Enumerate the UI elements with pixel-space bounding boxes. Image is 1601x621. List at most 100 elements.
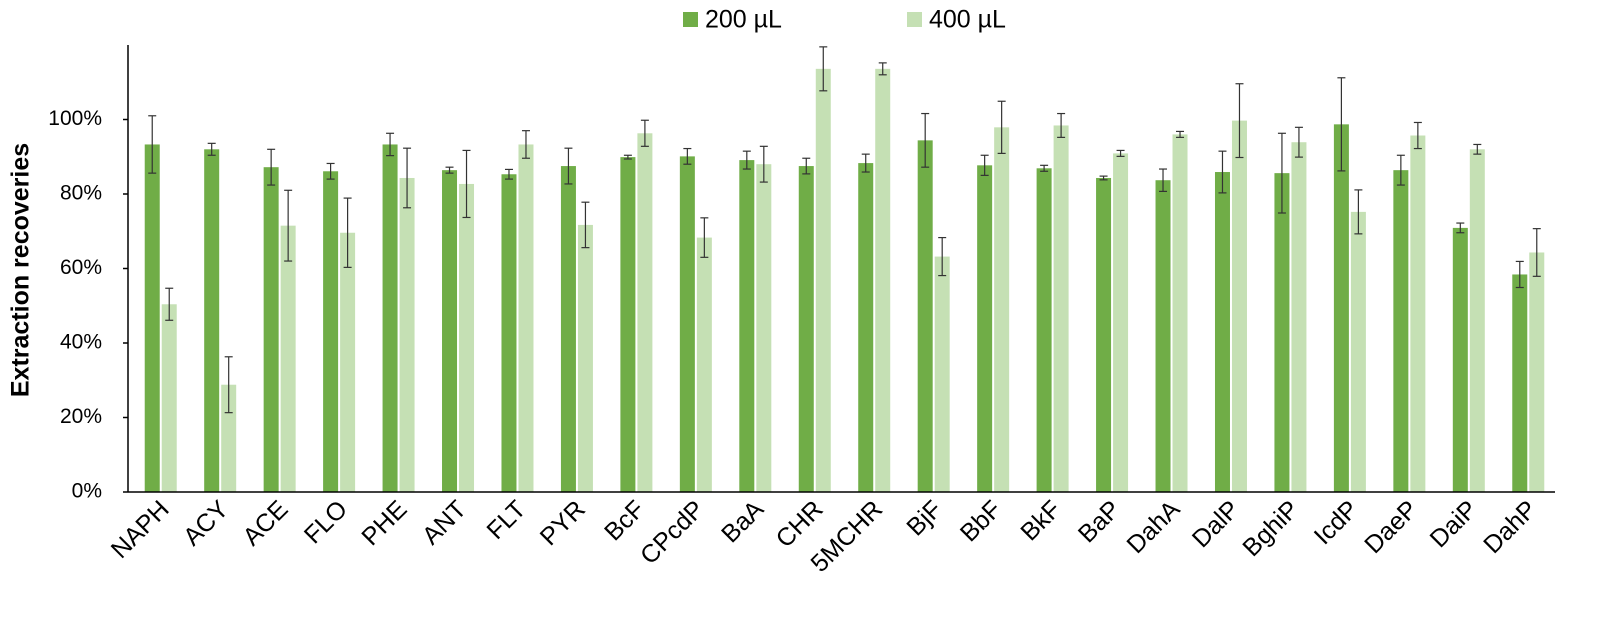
x-tick-label: BjF bbox=[901, 495, 947, 541]
bar bbox=[1410, 135, 1426, 492]
error-bar bbox=[700, 217, 709, 258]
error-bar bbox=[683, 147, 692, 165]
legend-swatch bbox=[907, 12, 922, 27]
error-bar bbox=[1277, 132, 1286, 214]
bar bbox=[459, 183, 475, 492]
error-bar bbox=[267, 148, 276, 186]
y-tick-label: 80% bbox=[60, 182, 102, 205]
x-tick-label: BghiP bbox=[1237, 495, 1304, 562]
error-bar bbox=[165, 287, 174, 321]
bar bbox=[798, 166, 814, 492]
error-bar bbox=[504, 168, 513, 180]
bar bbox=[577, 224, 593, 493]
bar bbox=[399, 177, 415, 493]
error-bar bbox=[742, 150, 751, 170]
error-bar bbox=[997, 100, 1006, 154]
bar bbox=[994, 127, 1010, 492]
bar bbox=[221, 384, 237, 492]
error-bar bbox=[386, 132, 395, 157]
x-tick-label: BaA bbox=[716, 495, 769, 548]
bar bbox=[739, 160, 755, 493]
bar bbox=[161, 304, 177, 492]
x-tick-label: DahP bbox=[1478, 495, 1542, 559]
y-tick-label: 60% bbox=[60, 256, 102, 279]
bar bbox=[1274, 173, 1290, 492]
error-bar bbox=[148, 115, 157, 174]
error-bar bbox=[802, 157, 811, 175]
x-tick-label: DaiP bbox=[1425, 495, 1483, 553]
x-tick-label: ACY bbox=[178, 495, 234, 551]
bar bbox=[340, 232, 356, 493]
error-bar bbox=[980, 154, 989, 176]
bar bbox=[917, 140, 933, 493]
bar bbox=[1172, 134, 1188, 492]
error-bar bbox=[462, 149, 471, 219]
bar bbox=[280, 225, 296, 492]
bar bbox=[560, 166, 576, 492]
legend-label: 200 µL bbox=[705, 6, 782, 34]
bar bbox=[1214, 172, 1230, 492]
error-bar bbox=[861, 153, 870, 173]
x-tick-label: DalP bbox=[1187, 495, 1245, 553]
error-bar bbox=[1354, 189, 1363, 235]
x-tick-label: BaP bbox=[1073, 495, 1126, 548]
error-bar bbox=[1040, 164, 1049, 172]
x-tick-label: BbF bbox=[955, 495, 1007, 547]
error-bar bbox=[623, 154, 632, 160]
bar bbox=[263, 167, 279, 492]
bar bbox=[934, 256, 950, 492]
bar bbox=[1113, 153, 1129, 492]
error-bar bbox=[581, 201, 590, 249]
bar bbox=[815, 68, 831, 492]
bar bbox=[501, 174, 517, 492]
bar bbox=[204, 149, 220, 493]
error-bar bbox=[1396, 154, 1405, 186]
bar bbox=[1155, 180, 1171, 492]
error-bar bbox=[326, 162, 335, 180]
x-tick-label: DaeP bbox=[1359, 495, 1423, 559]
bar bbox=[1350, 211, 1366, 492]
error-bar bbox=[207, 142, 216, 156]
error-bar bbox=[1532, 228, 1541, 277]
error-bar bbox=[1218, 150, 1227, 194]
bar bbox=[144, 144, 160, 492]
error-bar bbox=[1159, 168, 1168, 192]
bar bbox=[1036, 168, 1052, 493]
bar bbox=[637, 133, 653, 492]
y-tick-label: 100% bbox=[48, 107, 102, 130]
bar bbox=[1333, 124, 1349, 492]
bar bbox=[1393, 170, 1409, 492]
bar bbox=[875, 68, 891, 492]
legend-swatch bbox=[683, 12, 698, 27]
error-bar bbox=[819, 46, 828, 92]
x-tick-label: PHE bbox=[356, 495, 412, 551]
error-bar bbox=[445, 166, 454, 174]
bar bbox=[1529, 252, 1545, 492]
error-bar bbox=[1116, 149, 1125, 157]
y-tick-label: 0% bbox=[72, 480, 102, 503]
x-tick-label: ACE bbox=[237, 495, 293, 551]
error-bar bbox=[403, 147, 412, 209]
x-tick-label: FLT bbox=[481, 495, 531, 545]
x-tick-label: BcF bbox=[599, 495, 650, 546]
error-bar bbox=[1413, 121, 1422, 150]
x-tick-label: ANT bbox=[417, 495, 472, 550]
bar bbox=[323, 171, 339, 492]
bar bbox=[756, 164, 772, 492]
x-tick-label: NAPH bbox=[106, 495, 175, 564]
x-tick-label: BkF bbox=[1015, 495, 1066, 546]
x-tick-label: FLO bbox=[299, 495, 353, 549]
error-bar bbox=[521, 130, 530, 159]
error-bar bbox=[1456, 222, 1465, 234]
bar bbox=[1452, 227, 1468, 492]
error-bar bbox=[938, 236, 947, 277]
error-bar bbox=[921, 112, 930, 168]
error-bar bbox=[1057, 112, 1066, 138]
x-tick-label: DahA bbox=[1121, 495, 1185, 559]
error-bar bbox=[1337, 77, 1346, 172]
error-bar bbox=[640, 119, 649, 147]
bar bbox=[442, 170, 458, 492]
bar bbox=[518, 144, 534, 492]
legend-label: 400 µL bbox=[929, 6, 1006, 34]
